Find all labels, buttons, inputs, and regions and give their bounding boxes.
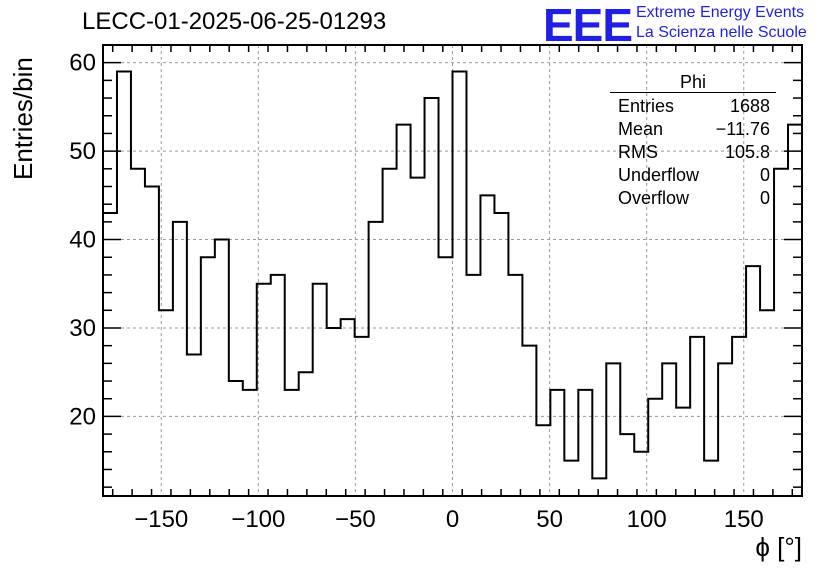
eee-logo: EEE bbox=[543, 0, 633, 51]
x-tick-label: 100 bbox=[627, 506, 667, 533]
y-tick-label: 50 bbox=[69, 138, 96, 165]
stats-row: Underflow 0 bbox=[610, 164, 776, 187]
histogram-step-line bbox=[103, 70, 802, 480]
stats-value: −11.76 bbox=[715, 119, 770, 139]
stats-value: 105.8 bbox=[724, 142, 770, 162]
stats-row: Mean −11.76 bbox=[610, 118, 776, 141]
stats-value: 0 bbox=[759, 165, 770, 185]
logo-line-2: La Scienza nelle Scuole bbox=[636, 24, 807, 41]
x-tick-label: −150 bbox=[134, 506, 188, 533]
y-tick-label: 60 bbox=[69, 50, 96, 77]
stats-label: Mean bbox=[618, 119, 664, 139]
histogram-title: LECC-01-2025-06-25-01293 bbox=[82, 8, 387, 35]
x-tick-label: 50 bbox=[536, 506, 563, 533]
x-tick-label: −100 bbox=[231, 506, 285, 533]
stats-row: Overflow 0 bbox=[610, 187, 776, 210]
x-axis-label: ϕ [°] bbox=[755, 532, 802, 562]
stats-rows: Entries 1688 Mean −11.76 RMS 105.8 Underflow 0 O… bbox=[610, 95, 776, 210]
y-tick-label: 40 bbox=[69, 227, 96, 254]
stats-label: Overflow bbox=[618, 188, 690, 208]
x-tick-label: 150 bbox=[724, 506, 764, 533]
stats-label: Entries bbox=[618, 96, 675, 116]
y-tick-labels: 20 30 40 50 60 bbox=[69, 50, 96, 431]
stats-box: Phi Entries 1688 Mean −11.76 RMS 105.8 Underfl… bbox=[610, 72, 776, 210]
plot-frame bbox=[102, 44, 803, 497]
y-axis-label: Entries/bin bbox=[8, 57, 38, 180]
x-tick-label: 0 bbox=[446, 506, 459, 533]
stats-row: Entries 1688 bbox=[610, 95, 776, 118]
stats-row: RMS 105.8 bbox=[610, 141, 776, 164]
stats-label: RMS bbox=[618, 142, 658, 162]
y-tick-label: 20 bbox=[69, 403, 96, 430]
logo-line-1: Extreme Energy Events bbox=[636, 4, 805, 21]
stats-label: Underflow bbox=[618, 165, 700, 185]
x-tick-labels: −150 −100 −50 0 50 100 150 bbox=[134, 506, 764, 533]
y-tick-label: 30 bbox=[69, 315, 96, 342]
stats-value: 0 bbox=[759, 188, 770, 208]
stats-divider bbox=[610, 92, 776, 93]
stats-name: Phi bbox=[679, 72, 706, 92]
x-tick-label: −50 bbox=[335, 506, 376, 533]
stats-value: 1688 bbox=[729, 96, 770, 116]
